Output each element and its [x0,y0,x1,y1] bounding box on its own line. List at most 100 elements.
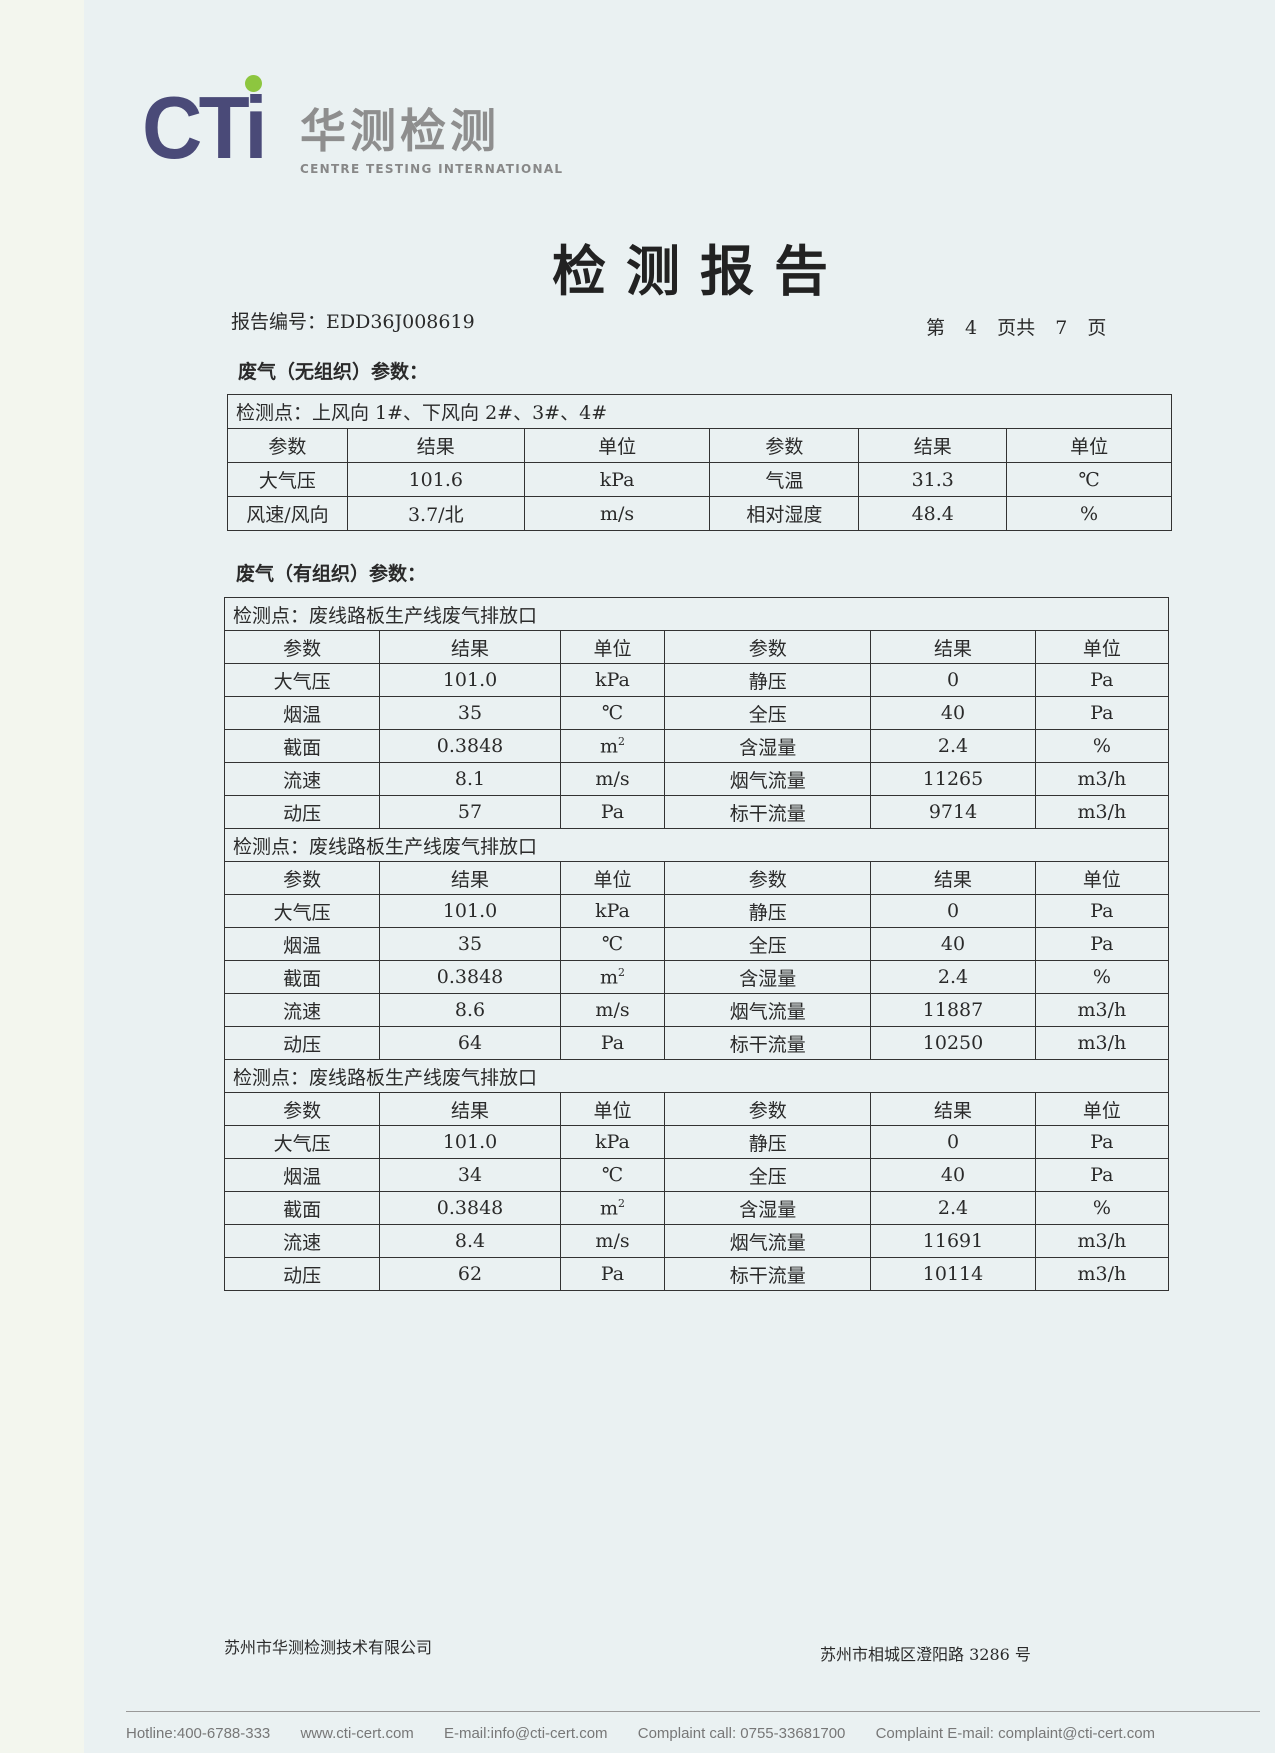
table-cell: 参数 [664,861,872,895]
table-cell: 3.7/北 [346,496,525,531]
table-cell: m2 [559,1191,666,1225]
organized-gas-table: 检测点：废线路板生产线废气排放口 参数 结果 单位 参数 结果 单位 大气压 101.0 kPa 静… [223,597,1170,1291]
table-cell: 结果 [379,861,561,895]
table-cell: m3/h [1034,762,1170,796]
table-cell: 含湿量 [664,1191,872,1225]
table-cell: 0.3848 [379,1191,561,1225]
table-row: 烟温 34 ℃ 全压 40 Pa [223,1158,1170,1192]
table-cell: kPa [559,1125,666,1159]
table-cell: 参数 [223,861,381,895]
table-cell: 0 [870,1125,1036,1159]
table-cell: 结果 [870,861,1036,895]
table-cell: ℃ [559,927,666,961]
table-cell: kPa [523,462,711,497]
table-row: 截面 0.3848 m2 含湿量 2.4% [223,729,1170,763]
fugitive-gas-table: 检测点：上风向 1#、下风向 2#、3#、4# 参数 结果 单位 参数 结果 单位 大气压 10… [227,394,1172,531]
header-row: 参数 结果 单位 参数 结果 单位 [223,861,1170,895]
table-cell: 2.4 [870,1191,1036,1225]
table-cell: 风速/风向 [227,496,348,531]
table-cell: m/s [559,1224,666,1258]
table-cell: m/s [559,762,666,796]
table-cell: 101.0 [379,1125,561,1159]
table-row: 流速 8.1 m/s 烟气流量 11265 m3/h [223,762,1170,796]
table-cell: 大气压 [223,894,381,928]
table-row: 动压 64 Pa 标干流量 10250 m3/h [223,1026,1170,1060]
table-cell: m2 [559,960,666,994]
table-cell: Pa [559,795,666,829]
complaint-call: Complaint call: 0755-33681700 [637,1725,846,1742]
table-cell: Pa [1034,663,1170,697]
table-cell: 含湿量 [664,729,872,763]
table-cell: 烟温 [223,927,381,961]
table-cell: 结果 [346,428,525,463]
table-cell: 2.4 [870,960,1036,994]
table-cell: 57 [379,795,561,829]
table-cell: 参数 [223,630,381,664]
report-number: 报告编号：EDD36J008619 [231,311,475,333]
table-cell: 结果 [870,1092,1036,1126]
table-cell: m2 [559,729,666,763]
table-cell: 大气压 [223,663,381,697]
table-cell: ℃ [559,1158,666,1192]
table-cell: % [1034,960,1170,994]
table-cell: 48.4 [858,496,1008,531]
monitoring-point-row: 检测点：上风向 1#、下风向 2#、3#、4# [227,394,1172,429]
table-cell: 流速 [223,762,381,796]
table-cell: 11265 [870,762,1036,796]
table-cell: 烟气流量 [664,993,872,1027]
table-cell: 参数 [664,1092,872,1126]
table-cell: 气温 [709,462,860,497]
table-cell: 烟温 [223,696,381,730]
table-cell: m3/h [1034,1224,1170,1258]
table-cell: 单位 [559,1092,666,1126]
table-cell: 截面 [223,960,381,994]
monitoring-point: 检测点：废线路板生产线废气排放口 [224,597,1169,631]
table-cell: Pa [1034,894,1170,928]
table-cell: 35 [379,927,561,961]
table-cell: 结果 [870,630,1036,664]
monitoring-point-row: 检测点：废线路板生产线废气排放口 [224,828,1169,862]
hotline: Hotline:400-6788-333 [126,1725,271,1742]
table-cell: 结果 [379,1092,561,1126]
table-cell: 结果 [379,630,561,664]
monitoring-point: 检测点：废线路板生产线废气排放口 [224,828,1169,862]
table-row: 动压 62 Pa 标干流量 10114 m3/h [223,1257,1170,1291]
table-cell: 相对湿度 [709,496,860,531]
table-cell: Pa [559,1257,666,1291]
header-row: 参数 结果 单位 参数 结果 单位 [227,428,1172,463]
footer-contacts: Hotline:400-6788-333 www.cti-cert.com E-… [126,1725,1181,1743]
table-cell: 2.4 [870,729,1036,763]
table-cell: % [1034,1191,1170,1225]
section1-heading: 废气（无组织）参数： [238,361,429,383]
table-cell: 参数 [227,428,348,463]
table-cell: 截面 [223,1191,381,1225]
table-cell: 单位 [559,861,666,895]
table-cell: 11887 [870,993,1036,1027]
table-cell: Pa [1034,1125,1170,1159]
section2-heading: 废气（有组织）参数： [236,563,427,585]
table-row: 烟温 35 ℃ 全压 40 Pa [223,696,1170,730]
table-row: 截面 0.3848 m2 含湿量 2.4% [223,1191,1170,1225]
table-cell: kPa [559,894,666,928]
website-link[interactable]: www.cti-cert.com [300,1725,414,1742]
table-cell: 标干流量 [664,1257,872,1291]
table-cell: % [1034,729,1170,763]
table-cell: 8.4 [379,1224,561,1258]
table-cell: 动压 [223,795,381,829]
table-cell: Pa [1034,696,1170,730]
table-cell: 全压 [664,927,872,961]
table-cell: 0 [870,663,1036,697]
table-cell: 0 [870,894,1036,928]
header-row: 参数 结果 单位 参数 结果 单位 [223,1092,1170,1126]
table-cell: 40 [870,1158,1036,1192]
table-cell: 64 [379,1026,561,1060]
header-row: 参数 结果 单位 参数 结果 单位 [223,630,1170,664]
table-cell: 10114 [870,1257,1036,1291]
table-row: 烟温 35 ℃ 全压 40 Pa [223,927,1170,961]
table-cell: 10250 [870,1026,1036,1060]
email-link[interactable]: E-mail:info@cti-cert.com [443,1725,608,1742]
table-cell: m3/h [1034,795,1170,829]
complaint-email[interactable]: Complaint E-mail: complaint@cti-cert.com [875,1725,1156,1742]
table-cell: 大气压 [223,1125,381,1159]
footer-company: 苏州市华测检测技术有限公司 [224,1638,433,1657]
